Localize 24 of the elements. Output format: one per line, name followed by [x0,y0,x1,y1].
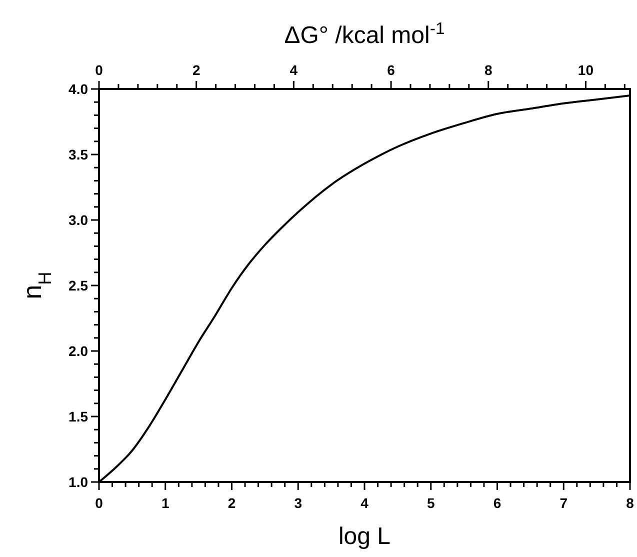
y-tick-label: 4.0 [68,80,88,97]
x-tick-label: 3 [294,495,302,511]
x-tick-label: 2 [228,495,236,511]
x-tick-label: 6 [493,495,502,511]
x2-axis-title: ΔG° /kcal mol$^{-1}$ [284,18,445,49]
x2-tick-label: 10 [578,62,594,78]
y-tick-label: 2.5 [68,277,88,294]
x-tick-label: 4 [360,495,369,511]
y-tick-label: 2.0 [68,342,88,359]
x-tick-label: 8 [626,495,634,511]
x-tick-label: 0 [95,495,104,511]
x2-tick-label: 8 [484,62,492,78]
y-tick-label: 1.5 [68,408,88,424]
x2-tick-label: 4 [290,62,298,78]
y-tick-label: 1.0 [68,474,88,490]
x-axis-title: log L [338,523,391,550]
y-tick-label: 3.0 [68,212,88,228]
x2-tick-label: 2 [192,62,200,78]
x2-tick-label: 6 [387,62,396,78]
x-tick-label: 5 [426,495,435,511]
x2-tick-label: 0 [95,62,104,78]
x-tick-label: 1 [161,495,170,511]
y-tick-label: 3.5 [68,146,88,162]
x-tick-label: 7 [560,495,568,511]
